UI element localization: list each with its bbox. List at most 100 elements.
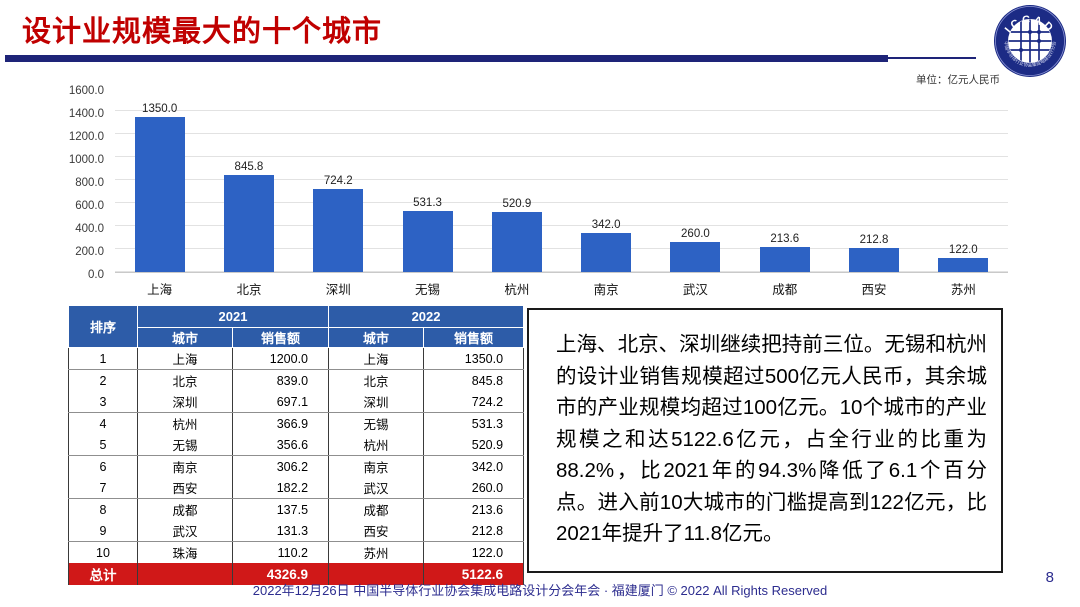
title-underline-thick xyxy=(5,55,888,62)
total-row: 总计 4326.9 5122.6 xyxy=(68,563,525,585)
bar-value-label: 213.6 xyxy=(770,233,800,245)
header-sales-2022: 销售额 xyxy=(423,327,525,348)
table-cell-sales2021: 366.9 xyxy=(231,412,330,434)
table-row: 3 深圳 697.1 深圳 724.2 xyxy=(68,391,525,413)
table-cell-city2022: 杭州 xyxy=(328,434,425,456)
table-cell-city2021: 南京 xyxy=(137,455,233,477)
y-tick-label: 800.0 xyxy=(75,177,104,189)
bar-value-label: 1350.0 xyxy=(142,103,178,115)
total-label: 总计 xyxy=(68,563,138,585)
table-cell-city2022: 南京 xyxy=(328,455,425,477)
table-cell-rank: 5 xyxy=(68,434,138,456)
x-axis-label: 杭州 xyxy=(504,283,530,297)
footer-text: 2022年12月26日 中国半导体行业协会集成电路设计分会年会 · 福建厦门 ©… xyxy=(252,583,828,598)
commentary-box: 上海、北京、深圳继续把持前三位。无锡和杭州的设计业销售规模超过500亿元人民币，… xyxy=(527,308,1003,573)
table-cell-rank: 6 xyxy=(68,455,138,477)
unit-label: 单位：亿元人民币 xyxy=(916,74,1000,86)
header-year-2021: 2021 xyxy=(136,305,330,328)
y-tick-label: 400.0 xyxy=(75,223,104,235)
table-cell-sales2021: 110.2 xyxy=(231,541,330,563)
table-cell-sales2021: 182.2 xyxy=(231,477,330,499)
bar xyxy=(670,242,721,272)
page-title: 设计业规模最大的十个城市 xyxy=(22,16,383,48)
bar-group: 213.6 xyxy=(740,233,829,272)
x-axis-label: 成都 xyxy=(772,283,798,297)
table-cell-city2021: 西安 xyxy=(137,477,233,499)
table-cell-rank: 7 xyxy=(68,477,138,499)
y-tick-label: 600.0 xyxy=(75,200,104,212)
table-cell-city2022: 北京 xyxy=(328,369,425,391)
table-row: 9 武汉 131.3 西安 212.8 xyxy=(68,520,525,542)
bar-group: 1350.0 xyxy=(115,103,204,272)
table-row: 1 上海 1200.0 上海 1350.0 xyxy=(68,347,525,370)
table-cell-city2022: 武汉 xyxy=(328,477,425,499)
table-cell-sales2022: 845.8 xyxy=(423,369,525,391)
table-cell-sales2022: 342.0 xyxy=(423,455,525,477)
table-row: 8 成都 137.5 成都 213.6 xyxy=(68,498,525,520)
table-cell-city2021: 武汉 xyxy=(137,520,233,542)
y-tick-label: 200.0 xyxy=(75,246,104,258)
header-city-2022: 城市 xyxy=(328,327,425,348)
table-cell-city2022: 无锡 xyxy=(328,412,425,434)
bar xyxy=(759,247,810,272)
table-cell-city2021: 成都 xyxy=(137,498,233,520)
x-axis-label: 西安 xyxy=(861,283,887,297)
table-cell-sales2021: 356.6 xyxy=(231,434,330,456)
table-row: 5 无锡 356.6 杭州 520.9 xyxy=(68,434,525,456)
commentary-text: 上海、北京、深圳继续把持前三位。无锡和杭州的设计业销售规模超过500亿元人民币，… xyxy=(556,333,987,545)
table-cell-sales2022: 724.2 xyxy=(423,391,525,413)
bar-value-label: 212.8 xyxy=(859,234,889,246)
bar-group: 845.8 xyxy=(204,161,293,272)
page-number: 8 xyxy=(1045,569,1054,586)
table-cell-sales2021: 306.2 xyxy=(231,455,330,477)
bar xyxy=(938,258,989,272)
bar xyxy=(491,212,542,272)
table-cell-city2021: 杭州 xyxy=(137,412,233,434)
bar xyxy=(581,233,632,272)
table-cell-sales2022: 260.0 xyxy=(423,477,525,499)
bar-value-label: 520.9 xyxy=(502,198,532,210)
bar xyxy=(402,211,453,272)
table-cell-sales2021: 1200.0 xyxy=(231,347,330,370)
y-tick-label: 1200.0 xyxy=(68,131,104,143)
table-row: 4 杭州 366.9 无锡 531.3 xyxy=(68,412,525,434)
bar-chart: 0.0 200.0 400.0 600.0 800.0 1000.0 1200.0 1400.… xyxy=(60,82,1008,297)
chart-plot-area: 1350.0 845.8 724.2 531.3 520.9 342.0 260.0 213.… xyxy=(115,89,1008,273)
table-cell-sales2022: 213.6 xyxy=(423,498,525,520)
bar xyxy=(849,248,900,272)
x-axis-label: 苏州 xyxy=(950,283,976,297)
table-cell-rank: 3 xyxy=(68,391,138,413)
table-cell-city2021: 珠海 xyxy=(137,541,233,563)
bar-group: 122.0 xyxy=(919,244,1008,272)
table-cell-sales2022: 212.8 xyxy=(423,520,525,542)
table-cell-sales2021: 137.5 xyxy=(231,498,330,520)
table-cell-city2022: 西安 xyxy=(328,520,425,542)
x-axis-label: 深圳 xyxy=(325,283,351,297)
bar-value-label: 531.3 xyxy=(413,197,442,209)
x-axis-label: 北京 xyxy=(236,283,262,297)
bar-group: 212.8 xyxy=(829,234,918,272)
chart-x-axis: 上海 北京 深圳 无锡 杭州 南京 武汉 成都 西安 苏州 xyxy=(115,279,1008,298)
bar-value-label: 724.2 xyxy=(323,175,353,187)
table-cell-rank: 9 xyxy=(68,520,138,542)
table-cell-city2021: 上海 xyxy=(137,347,233,370)
table-cell-city2021: 深圳 xyxy=(137,391,233,413)
bar-value-label: 845.8 xyxy=(234,161,264,173)
y-tick-label: 1400.0 xyxy=(68,108,104,120)
table-cell-sales2021: 697.1 xyxy=(231,391,330,413)
ranking-table-body: 1 上海 1200.0 上海 1350.0 2 北京 839.0 北京 845.8 3 深圳 697.1… xyxy=(68,347,525,563)
bar-group: 724.2 xyxy=(294,175,383,272)
total-city-2022-empty xyxy=(328,563,425,585)
table-cell-city2021: 北京 xyxy=(137,369,233,391)
x-axis-label: 上海 xyxy=(147,283,173,297)
bar xyxy=(134,117,185,272)
table-cell-city2022: 苏州 xyxy=(328,541,425,563)
table-cell-city2022: 成都 xyxy=(328,498,425,520)
table-cell-sales2022: 520.9 xyxy=(423,434,525,456)
header-sales-2021: 销售额 xyxy=(231,327,330,348)
table-cell-sales2021: 131.3 xyxy=(231,520,330,542)
chart-y-axis: 0.0 200.0 400.0 600.0 800.0 1000.0 1200.0 1400.… xyxy=(60,85,108,281)
bar-value-label: 342.0 xyxy=(591,219,621,231)
y-tick-label: 1600.0 xyxy=(68,85,104,97)
bar-group: 531.3 xyxy=(383,197,472,272)
